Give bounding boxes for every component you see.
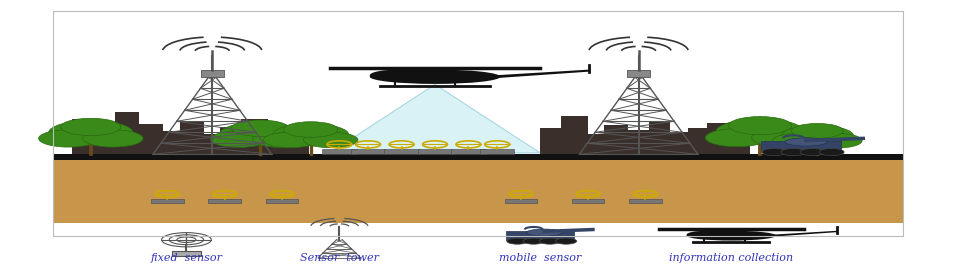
Circle shape (706, 129, 769, 147)
Bar (418, 149, 452, 154)
Circle shape (762, 149, 787, 156)
Bar (561, 116, 588, 154)
Bar (180, 121, 204, 154)
Circle shape (264, 132, 318, 148)
Circle shape (781, 149, 806, 156)
Bar (506, 231, 575, 239)
Bar (172, 251, 201, 256)
Polygon shape (330, 84, 540, 153)
Circle shape (283, 122, 337, 137)
Bar (451, 149, 486, 154)
Bar (384, 149, 419, 154)
Circle shape (555, 238, 576, 244)
Circle shape (728, 117, 792, 135)
Circle shape (38, 130, 98, 147)
Bar (241, 119, 268, 154)
Circle shape (800, 149, 825, 156)
Circle shape (210, 131, 268, 147)
Circle shape (811, 133, 862, 148)
Bar (285, 130, 309, 154)
Polygon shape (495, 70, 591, 78)
Circle shape (772, 133, 824, 148)
Text: information collection: information collection (669, 253, 793, 263)
Circle shape (781, 125, 854, 146)
Bar (728, 135, 750, 154)
Polygon shape (772, 231, 838, 237)
Bar (201, 70, 224, 77)
Circle shape (61, 118, 121, 136)
Bar (53, 154, 903, 160)
Circle shape (83, 130, 143, 147)
Bar (322, 149, 357, 154)
Bar (201, 134, 222, 154)
Bar (220, 127, 244, 154)
Bar (604, 125, 628, 154)
Circle shape (751, 129, 815, 147)
Ellipse shape (785, 138, 827, 146)
Bar (572, 199, 604, 203)
Bar (505, 199, 537, 203)
Circle shape (539, 238, 560, 244)
Text: Sensor  tower: Sensor tower (300, 253, 379, 263)
Bar (625, 130, 652, 154)
Circle shape (716, 119, 804, 144)
Bar (161, 131, 182, 154)
Bar (688, 128, 709, 154)
Bar (137, 124, 163, 154)
Bar (72, 119, 98, 154)
Circle shape (49, 121, 133, 145)
Bar (151, 199, 184, 203)
Bar (629, 199, 662, 203)
Bar (707, 123, 731, 154)
Circle shape (303, 132, 358, 148)
Bar (761, 141, 841, 150)
Ellipse shape (370, 70, 430, 81)
Bar (53, 160, 903, 223)
Circle shape (819, 149, 844, 156)
Bar (115, 112, 139, 154)
Bar (585, 134, 606, 154)
Text: fixed  sensor: fixed sensor (150, 253, 223, 263)
Ellipse shape (686, 231, 728, 239)
Ellipse shape (370, 70, 500, 84)
Circle shape (272, 124, 349, 146)
Ellipse shape (686, 231, 776, 241)
Text: mobile  sensor: mobile sensor (499, 253, 581, 263)
Circle shape (231, 120, 289, 136)
Bar (208, 199, 241, 203)
Bar (266, 135, 287, 154)
Bar (96, 128, 117, 154)
Bar (667, 132, 691, 154)
Bar (627, 70, 650, 77)
Circle shape (523, 238, 544, 244)
Circle shape (220, 122, 300, 145)
Bar (480, 149, 514, 154)
Bar (649, 121, 670, 154)
Bar (351, 149, 385, 154)
Bar (540, 128, 564, 154)
Bar (266, 199, 298, 203)
Circle shape (507, 238, 528, 244)
Circle shape (792, 123, 843, 138)
Circle shape (252, 131, 310, 147)
Ellipse shape (527, 229, 562, 236)
